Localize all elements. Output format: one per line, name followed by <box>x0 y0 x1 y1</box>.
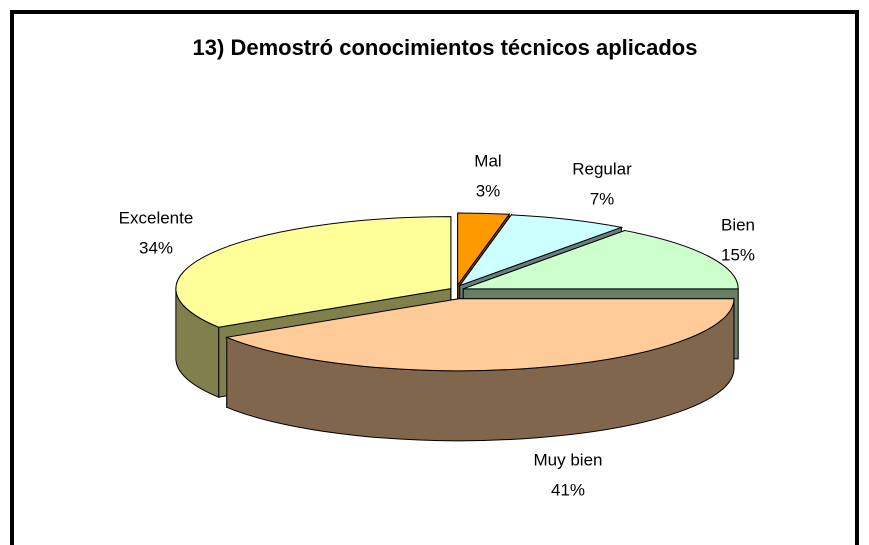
slice-value-label: 3% <box>476 181 501 200</box>
pie-slice <box>463 230 739 290</box>
slice-value-label: 15% <box>721 245 755 264</box>
slice-value-label: 41% <box>551 480 585 499</box>
slice-label: Mal <box>474 151 501 170</box>
slice-label: Bien <box>721 215 755 234</box>
pie-slice <box>224 298 735 372</box>
chart-frame <box>10 10 859 545</box>
chart-title: 13) Demostró conocimientos técnicos apli… <box>193 35 698 60</box>
slice-value-label: 34% <box>139 238 173 257</box>
pie-slice <box>458 214 624 287</box>
slice-label: Regular <box>572 159 632 178</box>
slice-label: Muy bien <box>534 450 603 469</box>
pie-slice <box>175 216 452 328</box>
pie <box>175 212 739 442</box>
pie-slice <box>457 212 511 287</box>
slice-value-label: 7% <box>590 189 615 208</box>
slice-label: Excelente <box>119 208 194 227</box>
